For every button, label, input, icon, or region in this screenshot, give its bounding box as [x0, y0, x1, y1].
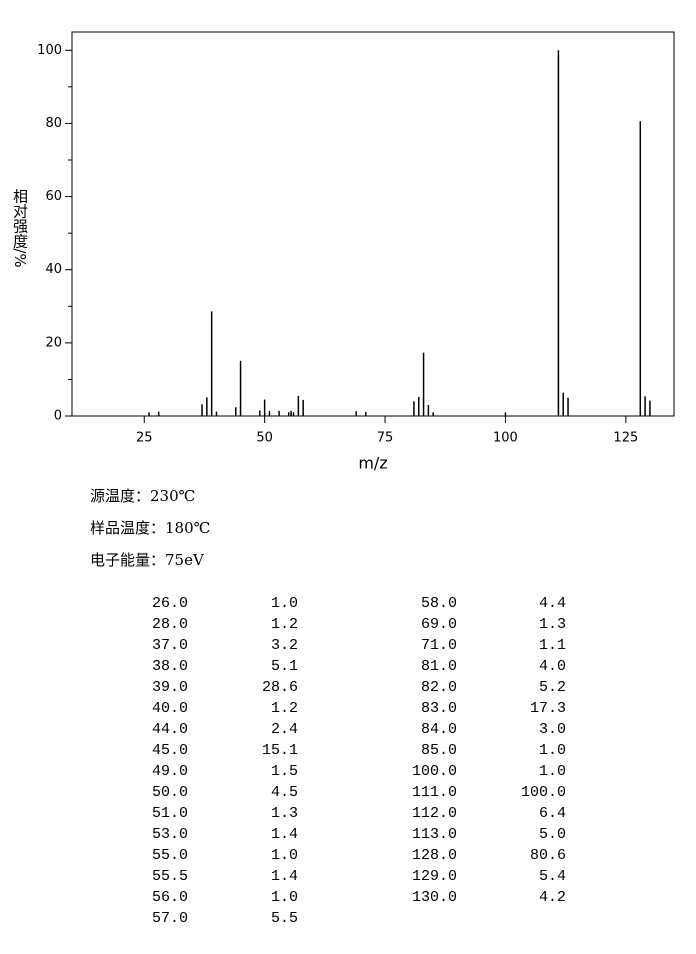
table-mz: 84.0	[421, 721, 457, 738]
y-axis-label: 相对强度/%	[11, 188, 29, 267]
table-intensity: 1.0	[271, 847, 298, 864]
table-intensity: 100.0	[521, 784, 566, 801]
table-mz: 69.0	[421, 616, 457, 633]
table-mz: 130.0	[412, 889, 457, 906]
table-intensity: 1.3	[271, 805, 298, 822]
table-mz: 50.0	[152, 784, 188, 801]
table-mz: 71.0	[421, 637, 457, 654]
y-tick-label: 40	[45, 262, 62, 277]
table-mz: 26.0	[152, 595, 188, 612]
table-mz: 82.0	[421, 679, 457, 696]
table-mz: 53.0	[152, 826, 188, 843]
note: 源温度：230℃	[90, 487, 195, 505]
note: 样品温度：180℃	[90, 519, 210, 537]
table-intensity: 1.2	[271, 700, 298, 717]
table-mz: 81.0	[421, 658, 457, 675]
table-intensity: 15.1	[262, 742, 298, 759]
table-intensity: 1.5	[271, 763, 298, 780]
table-intensity: 1.3	[539, 616, 566, 633]
table-intensity: 6.4	[539, 805, 566, 822]
y-tick-label: 60	[45, 189, 62, 204]
table-intensity: 1.4	[271, 868, 298, 885]
table-mz: 129.0	[412, 868, 457, 885]
x-tick-label: 125	[613, 431, 638, 446]
x-axis-label: m/z	[358, 454, 387, 473]
table-mz: 85.0	[421, 742, 457, 759]
table-mz: 40.0	[152, 700, 188, 717]
table-intensity: 17.3	[530, 700, 566, 717]
table-mz: 58.0	[421, 595, 457, 612]
x-tick-label: 25	[136, 431, 153, 446]
table-intensity: 4.5	[271, 784, 298, 801]
table-mz: 128.0	[412, 847, 457, 864]
table-intensity: 4.4	[539, 595, 566, 612]
table-intensity: 28.6	[262, 679, 298, 696]
note: 电子能量：75eV	[90, 551, 205, 569]
table-intensity: 1.0	[271, 595, 298, 612]
table-mz: 111.0	[412, 784, 457, 801]
table-mz: 83.0	[421, 700, 457, 717]
table-intensity: 1.4	[271, 826, 298, 843]
table-intensity: 1.0	[539, 763, 566, 780]
table-mz: 112.0	[412, 805, 457, 822]
x-tick-label: 50	[256, 431, 273, 446]
table-mz: 55.0	[152, 847, 188, 864]
table-intensity: 3.2	[271, 637, 298, 654]
table-intensity: 5.5	[271, 910, 298, 927]
table-mz: 28.0	[152, 616, 188, 633]
table-mz: 37.0	[152, 637, 188, 654]
plot-frame	[71, 31, 675, 417]
table-intensity: 5.0	[539, 826, 566, 843]
x-tick-label: 100	[493, 431, 518, 446]
table-intensity: 1.1	[539, 637, 566, 654]
x-tick-label: 75	[377, 431, 394, 446]
table-intensity: 4.2	[539, 889, 566, 906]
table-mz: 44.0	[152, 721, 188, 738]
table-intensity: 5.4	[539, 868, 566, 885]
table-intensity: 1.0	[539, 742, 566, 759]
table-intensity: 5.1	[271, 658, 298, 675]
table-mz: 45.0	[152, 742, 188, 759]
table-mz: 49.0	[152, 763, 188, 780]
table-intensity: 1.0	[271, 889, 298, 906]
table-mz: 38.0	[152, 658, 188, 675]
table-mz: 39.0	[152, 679, 188, 696]
y-tick-label: 20	[45, 335, 62, 350]
table-intensity: 4.0	[539, 658, 566, 675]
table-mz: 57.0	[152, 910, 188, 927]
table-intensity: 80.6	[530, 847, 566, 864]
table-mz: 51.0	[152, 805, 188, 822]
table-mz: 100.0	[412, 763, 457, 780]
table-intensity: 3.0	[539, 721, 566, 738]
y-tick-label: 100	[37, 43, 62, 58]
table-intensity: 1.2	[271, 616, 298, 633]
y-tick-label: 0	[54, 409, 62, 424]
table-mz: 113.0	[412, 826, 457, 843]
y-tick-label: 80	[45, 116, 62, 131]
table-mz: 55.5	[152, 868, 188, 885]
table-intensity: 2.4	[271, 721, 298, 738]
table-intensity: 5.2	[539, 679, 566, 696]
table-mz: 56.0	[152, 889, 188, 906]
